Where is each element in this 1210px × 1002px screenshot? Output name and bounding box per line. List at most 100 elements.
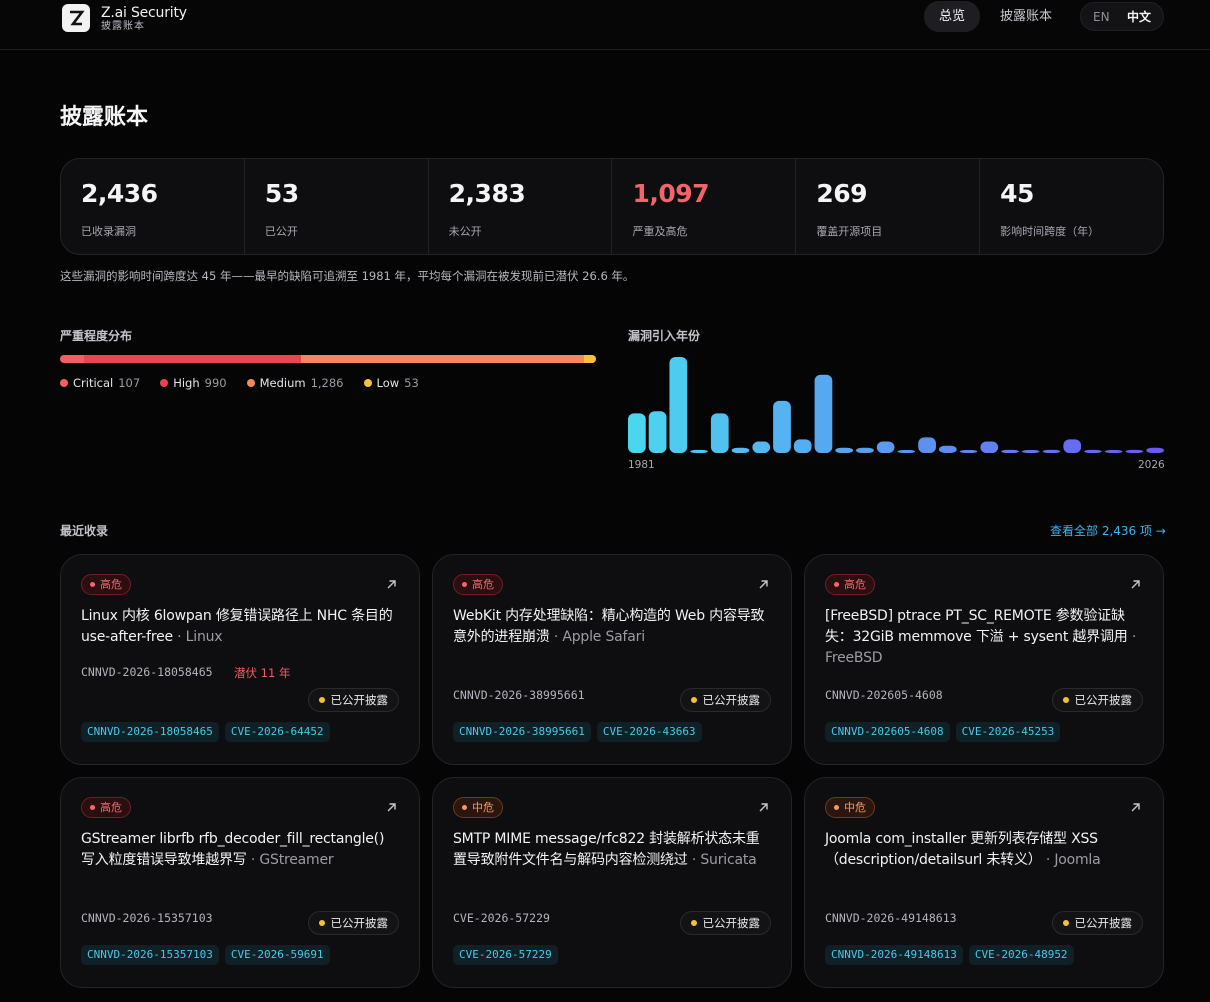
status-text: 已公开披露 [702, 916, 761, 930]
view-all-link[interactable]: 查看全部 2,436 项 → [1050, 524, 1166, 538]
legend-item-high: High 990 [160, 376, 227, 390]
card-id: CVE-2026-57229 [453, 911, 550, 925]
top-bar: Z.ai Security 披露账本 总览 披露账本 EN 中文 [0, 0, 1210, 50]
year-bar-chart [628, 357, 1164, 453]
status-text: 已公开披露 [1074, 693, 1133, 707]
year-bar [1104, 450, 1123, 453]
vulnerability-card[interactable]: 中危 Joomla com_installer 更新列表存储型 XSS（descr… [804, 777, 1164, 988]
card-title[interactable]: GStreamer librfb rfb_decoder_fill_rectan… [81, 829, 401, 871]
legend-item-critical: Critical 107 [60, 376, 140, 390]
severity-badge: 中危 [825, 797, 875, 818]
id-tag[interactable]: CNNVD-2026-15357103 [81, 945, 219, 965]
external-arrow-icon[interactable] [1130, 798, 1141, 817]
card-title[interactable]: Joomla com_installer 更新列表存储型 XSS（descrip… [825, 829, 1145, 871]
year-bar [710, 413, 729, 453]
status-dot [318, 697, 325, 703]
card-id: CNNVD-2026-38995661 [453, 688, 585, 702]
severity-text: 高危 [100, 801, 122, 814]
card-title[interactable]: WebKit 内存处理缺陷：精心构造的 Web 内容导致意外的进程崩溃 · Ap… [453, 606, 773, 648]
external-arrow-icon[interactable] [758, 575, 769, 594]
card-id: CNNVD-2026-49148613 [825, 911, 957, 925]
year-bar [1063, 439, 1082, 453]
severity-heading: 严重程度分布 [60, 329, 133, 343]
vulnerability-card[interactable]: 中危 SMTP MIME message/rfc822 封装解析状态未重置导致附件… [432, 777, 792, 988]
legend-count: 1,286 [310, 376, 344, 390]
summary-text: 这些漏洞的影响时间跨度达 45 年——最早的缺陷可追溯至 1981 年，平均每个… [60, 269, 635, 283]
year-axis-start: 1981 [628, 459, 655, 471]
status-dot [690, 920, 697, 926]
legend-name: Medium [259, 376, 306, 390]
external-arrow-icon[interactable] [386, 575, 397, 594]
card-vendor: · Suricata [691, 852, 757, 868]
card-tags: CNNVD-2026-15357103 CVE-2026-59691 [81, 945, 330, 965]
id-tag[interactable]: CNNVD-2026-49148613 [825, 945, 963, 965]
lang-zh[interactable]: 中文 [1126, 10, 1151, 24]
status-text: 已公开披露 [702, 693, 761, 707]
brand[interactable]: Z.ai Security 披露账本 [101, 5, 187, 32]
vulnerability-card[interactable]: 高危 Linux 内核 6lowpan 修复错误路径上 NHC 条目的 use-a… [60, 554, 420, 765]
id-tag[interactable]: CVE-2026-64452 [224, 722, 330, 742]
year-bar [814, 374, 833, 453]
nav-ledger[interactable]: 披露账本 [999, 9, 1052, 24]
id-tag[interactable]: CNNVD-2026-18058465 [81, 722, 219, 742]
lang-en[interactable]: EN [1093, 9, 1110, 24]
status-badge: 已公开披露 [679, 688, 771, 712]
status-text: 已公开披露 [1074, 916, 1133, 930]
legend-count: 107 [118, 376, 141, 390]
legend-name: Low [376, 376, 400, 390]
brand-subtitle: 披露账本 [101, 21, 145, 32]
card-tags: CNNVD-2026-18058465 CVE-2026-64452 [81, 722, 330, 742]
id-tag[interactable]: CVE-2026-43663 [596, 722, 702, 742]
id-tag[interactable]: CNNVD-202605-4608 [825, 722, 950, 742]
year-bar [876, 441, 895, 453]
id-tag[interactable]: CVE-2026-45253 [955, 722, 1061, 742]
card-title-text: [FreeBSD] ptrace PT_SC_REMOTE 参数验证缺失：32G… [825, 608, 1132, 645]
year-bar [690, 449, 708, 453]
stat-critical-high: 1,097 严重及高危 [612, 159, 797, 254]
card-tags: CNNVD-2026-38995661 CVE-2026-43663 [453, 722, 702, 742]
card-title[interactable]: Linux 内核 6lowpan 修复错误路径上 NHC 条目的 use-aft… [81, 606, 401, 648]
year-bar [918, 437, 936, 453]
card-title-text: GStreamer librfb rfb_decoder_fill_rectan… [81, 831, 385, 868]
external-arrow-icon[interactable] [1130, 575, 1141, 594]
external-arrow-icon[interactable] [386, 798, 397, 817]
year-bar [959, 450, 978, 453]
card-vendor: · Linux [177, 629, 223, 645]
severity-segment-high [83, 355, 302, 363]
id-tag[interactable]: CVE-2026-48952 [968, 945, 1074, 965]
card-title-text: WebKit 内存处理缺陷：精心构造的 Web 内容导致意外的进程崩溃 [453, 608, 765, 645]
card-title[interactable]: SMTP MIME message/rfc822 封装解析状态未重置导致附件文件… [453, 829, 773, 871]
vulnerability-card[interactable]: 高危 [FreeBSD] ptrace PT_SC_REMOTE 参数验证缺失：3… [804, 554, 1164, 765]
card-title[interactable]: [FreeBSD] ptrace PT_SC_REMOTE 参数验证缺失：32G… [825, 606, 1145, 669]
stat-label: 未公开 [448, 225, 482, 238]
severity-segment-low [584, 355, 596, 363]
severity-dot [462, 805, 467, 810]
severity-dot [462, 582, 467, 587]
stat-label: 已收录漏洞 [81, 225, 136, 238]
year-bar [669, 357, 688, 453]
id-tag[interactable]: CVE-2026-57229 [453, 945, 558, 965]
severity-text: 高危 [472, 578, 494, 591]
status-text: 已公开披露 [330, 693, 389, 707]
severity-dot [834, 805, 839, 810]
vulnerability-card[interactable]: 高危 GStreamer librfb rfb_decoder_fill_rect… [60, 777, 420, 988]
stat-value: 2,383 [448, 179, 526, 208]
year-bar [1042, 449, 1061, 453]
legend-item-low: Low 53 [363, 376, 419, 390]
vulnerability-card[interactable]: 高危 WebKit 内存处理缺陷：精心构造的 Web 内容导致意外的进程崩溃 · … [432, 554, 792, 765]
legend-dot [246, 379, 255, 387]
external-arrow-icon[interactable] [758, 798, 769, 817]
year-bar [980, 441, 999, 453]
nav-overview[interactable]: 总览 [924, 1, 980, 32]
legend-item-medium: Medium 1,286 [246, 376, 344, 390]
stat-disclosed: 53 已公开 [245, 159, 429, 254]
year-bar [731, 447, 750, 453]
z-logo-icon[interactable] [62, 4, 90, 32]
status-dot [1062, 920, 1069, 926]
id-tag[interactable]: CNNVD-2026-38995661 [453, 722, 591, 742]
id-tag[interactable]: CVE-2026-59691 [224, 945, 330, 965]
year-bar [1125, 449, 1144, 453]
stats-panel: 2,436 已收录漏洞 53 已公开 2,383 未公开 1,097 严重及高危… [60, 158, 1164, 255]
severity-text: 中危 [844, 801, 866, 814]
year-chart-heading: 漏洞引入年份 [628, 329, 701, 343]
